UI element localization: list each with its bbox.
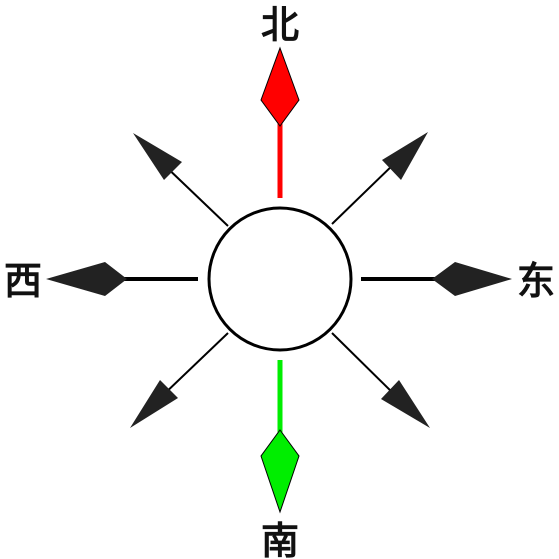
center-circle-icon	[207, 206, 353, 352]
west-arrow-head	[46, 262, 127, 296]
southwest-arrow-head	[130, 380, 178, 428]
south-arrow	[260, 360, 300, 514]
label-east: 东	[517, 259, 555, 303]
southeast-arrow	[331, 332, 430, 428]
southwest-shaft	[159, 332, 229, 399]
label-north: 北	[261, 3, 299, 47]
southeast-arrow-head	[381, 380, 430, 428]
east-arrow-head	[432, 262, 512, 296]
label-south: 南	[261, 519, 299, 559]
east-arrow	[361, 262, 512, 296]
northeast-arrow-head	[382, 132, 428, 180]
north-arrow	[260, 46, 300, 198]
label-west: 西	[4, 259, 42, 303]
southeast-shaft	[331, 332, 401, 401]
northwest-arrow-head	[133, 133, 182, 180]
north-arrow-head	[260, 46, 300, 127]
south-arrow-head	[260, 429, 300, 514]
southwest-arrow	[130, 332, 229, 428]
west-arrow	[46, 262, 198, 296]
northwest-arrow	[133, 133, 229, 227]
northeast-arrow	[331, 132, 428, 225]
northeast-shaft	[331, 159, 399, 225]
